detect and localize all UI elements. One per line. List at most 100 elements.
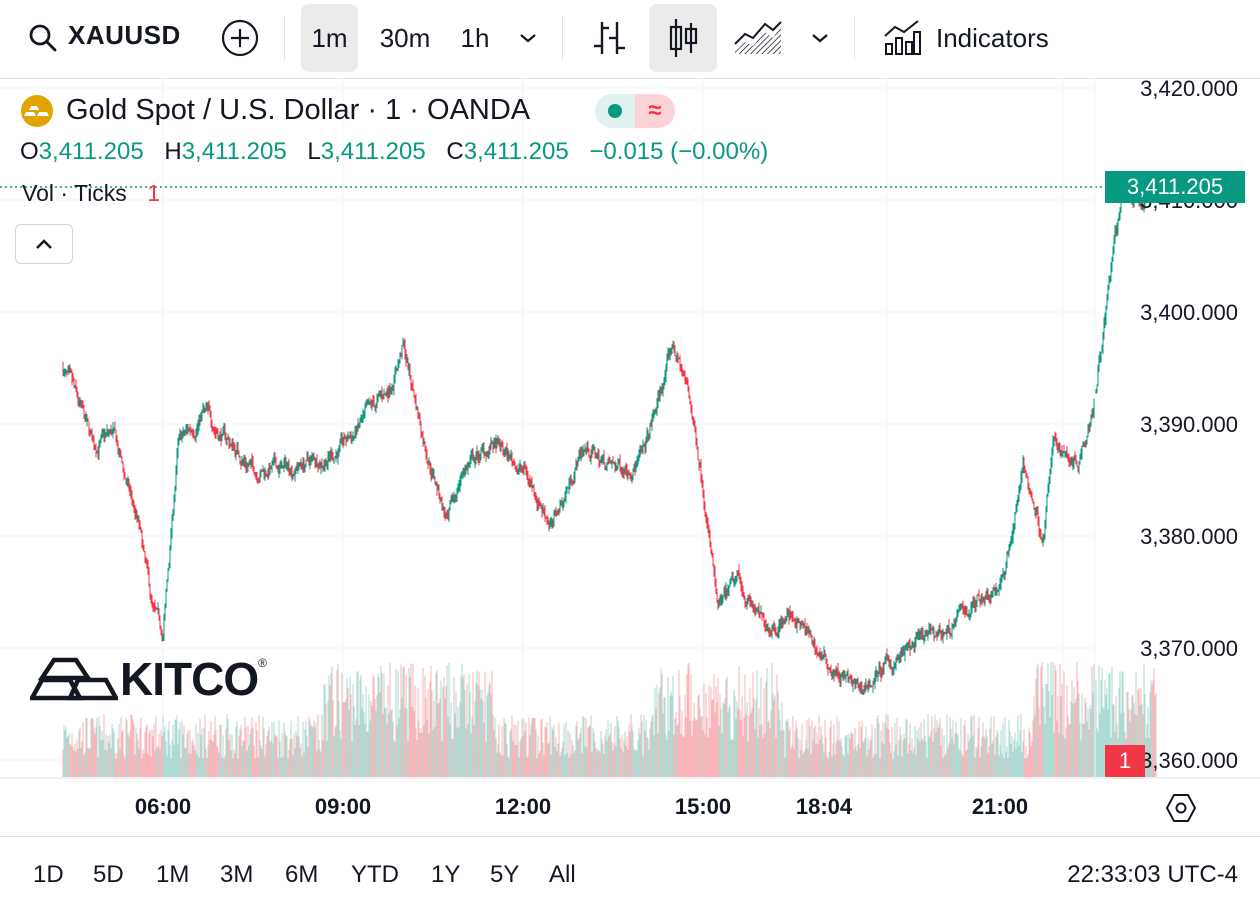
candle-body bbox=[722, 595, 724, 598]
volume-bar bbox=[416, 739, 418, 777]
candle-body bbox=[132, 499, 134, 506]
candle-body bbox=[207, 406, 209, 408]
collapse-legend-button[interactable] bbox=[15, 224, 73, 264]
market-status-pill[interactable]: ≈ bbox=[595, 94, 675, 128]
volume-bar bbox=[635, 749, 637, 777]
candle-body bbox=[555, 509, 557, 512]
candle-body bbox=[219, 433, 221, 437]
volume-bar bbox=[472, 672, 474, 777]
volume-bar bbox=[80, 747, 82, 777]
candle-body bbox=[574, 468, 576, 478]
volume-bar bbox=[309, 720, 311, 777]
volume-bar bbox=[62, 749, 64, 777]
candle-body bbox=[1070, 460, 1072, 462]
candle-body bbox=[295, 466, 297, 469]
volume-bar bbox=[741, 696, 743, 777]
volume-bar bbox=[1008, 719, 1010, 777]
volume-bar bbox=[379, 692, 381, 777]
candle-body bbox=[209, 406, 211, 415]
candle-body bbox=[77, 395, 79, 402]
range-1m-button[interactable]: 1M bbox=[156, 861, 190, 888]
candle-body bbox=[371, 401, 373, 405]
volume-bar bbox=[948, 743, 950, 777]
volume-bar bbox=[695, 720, 697, 777]
candle-body bbox=[297, 468, 299, 470]
volume-bar bbox=[1027, 754, 1029, 777]
chart-settings-button[interactable] bbox=[1165, 792, 1197, 829]
volume-bar bbox=[107, 735, 109, 777]
range-6m-button[interactable]: 6M bbox=[285, 861, 319, 888]
volume-bar bbox=[902, 740, 904, 777]
compare-button[interactable] bbox=[216, 4, 264, 72]
interval-30m-button[interactable]: 30m bbox=[370, 4, 440, 72]
area-chart-type-button[interactable] bbox=[730, 4, 786, 72]
timezone-clock[interactable]: 22:33:03 UTC-4 bbox=[1067, 861, 1238, 888]
range-ytd-button[interactable]: YTD bbox=[351, 861, 399, 888]
volume-bar bbox=[844, 736, 846, 777]
range-1d-button[interactable]: 1D bbox=[33, 861, 64, 888]
volume-bar bbox=[996, 729, 998, 777]
candle-body bbox=[83, 407, 85, 418]
candle-body bbox=[605, 467, 607, 469]
candle-body bbox=[839, 676, 841, 681]
indicators-button[interactable]: Indicators bbox=[876, 4, 1076, 72]
last-volume-tag: 1 bbox=[1105, 745, 1145, 777]
volume-bar bbox=[571, 740, 573, 777]
volume-bar bbox=[216, 746, 218, 777]
volume-bar bbox=[520, 738, 522, 777]
interval-dropdown-button[interactable] bbox=[508, 4, 548, 72]
candle-body bbox=[1110, 266, 1112, 279]
candles-chart-type-button[interactable] bbox=[649, 4, 717, 72]
candle-body bbox=[860, 685, 862, 689]
candle-body bbox=[977, 595, 979, 597]
candle-body bbox=[217, 433, 219, 440]
volume-bar bbox=[664, 697, 666, 777]
candle-body bbox=[65, 370, 67, 372]
volume-bar bbox=[581, 753, 583, 777]
legend-title[interactable]: Gold Spot / U.S. Dollar · 1 · OANDA bbox=[66, 94, 531, 126]
volume-bar bbox=[805, 740, 807, 777]
candle-body bbox=[627, 472, 629, 474]
candle-body bbox=[844, 676, 846, 678]
volume-bar bbox=[287, 758, 289, 777]
volume-bar bbox=[590, 715, 592, 777]
time-tick-label: 21:00 bbox=[971, 794, 1029, 819]
candle-body bbox=[931, 628, 933, 631]
volume-bar bbox=[985, 729, 987, 777]
range-5y-button[interactable]: 5Y bbox=[490, 861, 520, 888]
volume-bar bbox=[584, 745, 586, 777]
candle-body bbox=[776, 632, 778, 635]
candle-body bbox=[863, 687, 865, 691]
range-5d-button[interactable]: 5D bbox=[93, 861, 124, 888]
interval-1m-button[interactable]: 1m bbox=[301, 4, 358, 72]
volume-bar bbox=[643, 715, 645, 777]
indicators-label: Indicators bbox=[936, 22, 1049, 53]
volume-bar bbox=[439, 698, 441, 777]
volume-bar bbox=[976, 748, 978, 777]
interval-1h-button[interactable]: 1h bbox=[450, 4, 500, 72]
candle-body bbox=[827, 665, 829, 670]
range-1y-button[interactable]: 1Y bbox=[431, 861, 461, 888]
kitco-brand-text: KITCO bbox=[120, 653, 259, 705]
range-all-button[interactable]: All bbox=[549, 861, 576, 888]
bar-chart-type-button[interactable] bbox=[582, 4, 636, 72]
symbol-search-button[interactable] bbox=[20, 4, 200, 72]
candle-body bbox=[187, 427, 189, 431]
volume-legend[interactable]: Vol · Ticks 1 bbox=[22, 180, 160, 207]
candle-body bbox=[602, 455, 604, 459]
candle-body bbox=[889, 662, 891, 666]
volume-bar bbox=[103, 714, 105, 777]
candle-body bbox=[521, 466, 523, 468]
candle-body bbox=[688, 387, 690, 396]
chart-type-dropdown-button[interactable] bbox=[800, 4, 840, 72]
volume-bar bbox=[1012, 751, 1014, 777]
price-chart[interactable] bbox=[0, 78, 1260, 836]
volume-bar bbox=[477, 685, 479, 777]
candle-body bbox=[206, 406, 208, 408]
candle-body bbox=[176, 453, 178, 470]
symbol-label[interactable]: XAUUSD bbox=[68, 20, 181, 50]
range-3m-button[interactable]: 3M bbox=[220, 861, 254, 888]
candle-body bbox=[1072, 462, 1074, 467]
volume-bar bbox=[96, 717, 98, 777]
volume-bar bbox=[740, 719, 742, 777]
